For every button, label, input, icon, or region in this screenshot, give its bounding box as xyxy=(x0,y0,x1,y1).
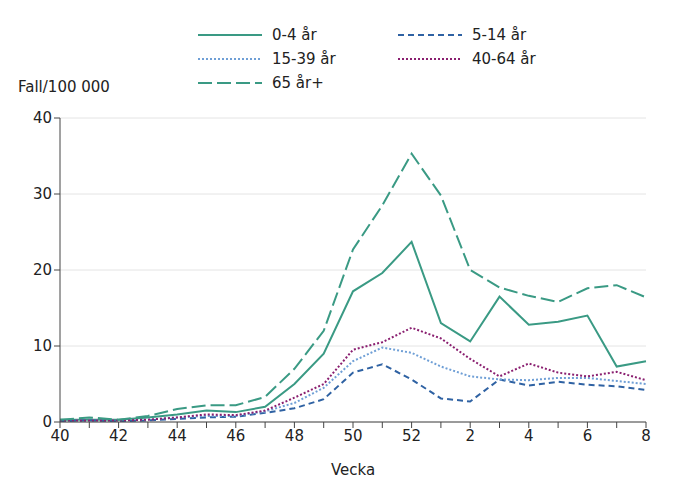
svg-text:52: 52 xyxy=(402,427,421,445)
svg-text:30: 30 xyxy=(33,185,52,203)
svg-text:Vecka: Vecka xyxy=(331,461,375,479)
svg-text:50: 50 xyxy=(343,427,362,445)
svg-text:0: 0 xyxy=(42,413,52,431)
svg-text:10: 10 xyxy=(33,337,52,355)
html-text:15-39 år: 15-39 år xyxy=(272,50,336,68)
html-text:Fall/100 000: Fall/100 000 xyxy=(18,78,110,96)
svg-text:42: 42 xyxy=(109,427,128,445)
svg-text:48: 48 xyxy=(285,427,304,445)
svg-text:40: 40 xyxy=(33,109,52,127)
svg-text:44: 44 xyxy=(168,427,187,445)
svg-text:4: 4 xyxy=(524,427,534,445)
html-text:40-64 år: 40-64 år xyxy=(472,50,536,68)
svg-text:8: 8 xyxy=(641,427,651,445)
html-text:5-14 år: 5-14 år xyxy=(472,26,527,44)
svg-text:6: 6 xyxy=(583,427,593,445)
svg-text:40: 40 xyxy=(50,427,69,445)
svg-text:2: 2 xyxy=(465,427,475,445)
svg-text:20: 20 xyxy=(33,261,52,279)
html-text:65 år+: 65 år+ xyxy=(272,74,324,92)
html-text:0-4 år: 0-4 år xyxy=(272,26,317,44)
svg-text:46: 46 xyxy=(226,427,245,445)
